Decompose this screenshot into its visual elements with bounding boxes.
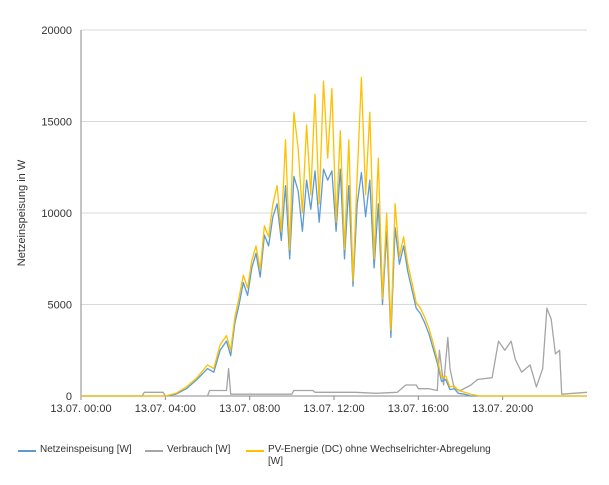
legend-item-verbrauch[interactable]: Verbrauch [W]: [145, 444, 230, 456]
x-tick-label: 13.07. 20:00: [472, 403, 533, 415]
x-tick-label: 13.07. 08:00: [219, 403, 280, 415]
axes: [80, 30, 587, 400]
x-tick-label: 13.07. 00:00: [50, 403, 111, 415]
y-tick-label: 15000: [41, 117, 72, 129]
legend-label: Verbrauch [W]: [167, 444, 231, 455]
series-line-0: [81, 168, 587, 397]
x-tick-label: 13.07. 16:00: [388, 403, 449, 415]
legend-item-netzeinspeisung[interactable]: Netzeinspeisung [W]: [18, 444, 132, 456]
y-tick-label: 0: [66, 391, 72, 403]
legend-swatch: [246, 450, 264, 452]
legend: Netzeinspeisung [W] Verbrauch [W] PV-Ene…: [0, 440, 609, 480]
legend-item-pv-energie[interactable]: PV-Energie (DC) ohne Wechselrichter-Abre…: [246, 444, 496, 468]
grid-lines: [81, 29, 587, 305]
y-tick-label: 5000: [48, 300, 72, 312]
y-tick-labels: 0 5000 10000 15000 20000: [41, 25, 72, 403]
series-lines: [81, 76, 588, 397]
legend-label: PV-Energie (DC) ohne Wechselrichter-Abre…: [268, 444, 491, 467]
series-line-2: [81, 76, 587, 397]
legend-swatch: [145, 450, 163, 452]
x-tick-labels: 13.07. 00:00 13.07. 04:00 13.07. 08:00 13.0…: [50, 403, 533, 415]
y-tick-label: 10000: [41, 208, 72, 220]
series-line-1: [81, 307, 588, 397]
y-tick-label: 20000: [41, 25, 72, 37]
y-axis-label: Netzeinspeisung in W: [16, 159, 28, 266]
x-tick-label: 13.07. 04:00: [135, 403, 196, 415]
legend-swatch: [18, 450, 36, 452]
x-tick-label: 13.07. 12:00: [303, 403, 364, 415]
legend-label: Netzeinspeisung [W]: [40, 444, 132, 455]
